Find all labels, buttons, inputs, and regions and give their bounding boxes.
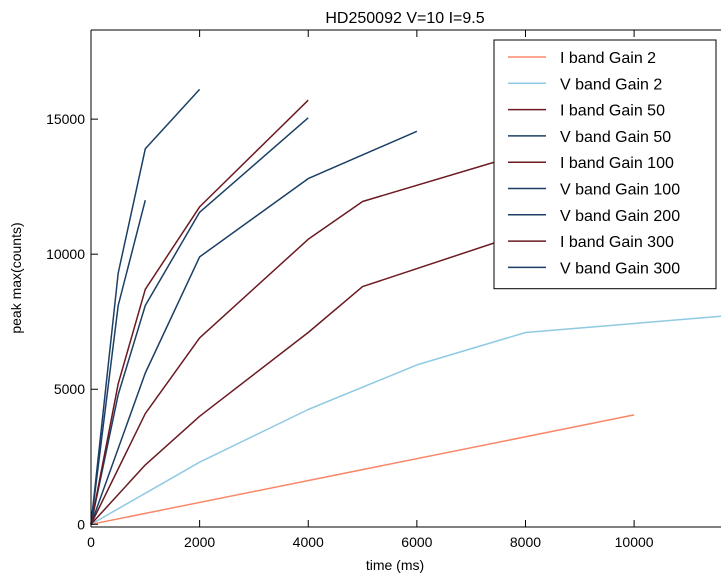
x-axis-label: time (ms) <box>366 557 424 573</box>
series-line-7 <box>90 99 309 525</box>
tick-layer: 0 2000 4000 6000 8000 10000 0 5000 10000 15000 <box>46 30 654 550</box>
series-line-1 <box>90 315 721 525</box>
legend-label: I band Gain 50 <box>560 103 665 120</box>
plot-frame <box>90 29 721 528</box>
series-line-2 <box>90 231 526 525</box>
series-line-8 <box>90 88 201 525</box>
y-tick-label: 15000 <box>46 111 85 127</box>
legend: I band Gain 2 V band Gain 2 I band Gain 50… <box>493 39 717 290</box>
x-tick-label: 2000 <box>184 534 215 550</box>
y-tick-label: 5000 <box>54 381 85 397</box>
legend-label: V band Gain 100 <box>560 182 680 199</box>
series-line-5 <box>90 117 309 525</box>
series-line-0 <box>90 414 635 526</box>
series-line-6 <box>90 200 147 525</box>
series-layer <box>90 88 721 526</box>
x-tick-label: 6000 <box>401 534 432 550</box>
legend-label: V band Gain 200 <box>560 208 680 225</box>
x-tick-label: 4000 <box>293 534 324 550</box>
y-tick-label: 0 <box>77 516 85 532</box>
legend-label: V band Gain 300 <box>560 260 680 277</box>
x-tick-label: 8000 <box>510 534 541 550</box>
series-line-3 <box>90 130 418 525</box>
legend-label: V band Gain 50 <box>560 129 671 146</box>
x-tick-label: 0 <box>87 534 95 550</box>
legend-label: V band Gain 2 <box>560 76 662 93</box>
y-tick-label: 10000 <box>46 246 85 262</box>
chart-title: HD250092 V=10 I=9.5 <box>325 10 484 27</box>
x-tick-label: 10000 <box>615 534 654 550</box>
legend-box <box>493 39 717 290</box>
legend-label: I band Gain 100 <box>560 155 674 172</box>
legend-label: I band Gain 300 <box>560 234 674 251</box>
legend-label: I band Gain 2 <box>560 50 656 67</box>
series-line-4 <box>90 152 526 525</box>
y-axis-label: peak max(counts) <box>8 222 24 333</box>
